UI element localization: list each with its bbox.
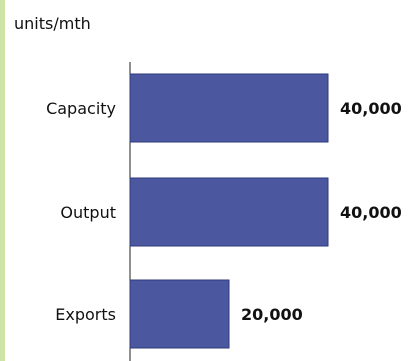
category-label-capacity: Capacity <box>46 99 116 118</box>
accent-stripe <box>0 0 5 361</box>
value-label-exports: 20,000 <box>241 305 303 324</box>
value-label-capacity: 40,000 <box>340 99 402 118</box>
bar-exports <box>129 279 230 349</box>
value-label-output: 40,000 <box>340 203 402 222</box>
bar-output <box>129 177 329 247</box>
unit-label: units/mth <box>14 14 91 33</box>
category-label-exports: Exports <box>55 305 116 324</box>
bar-capacity <box>129 73 329 143</box>
category-label-output: Output <box>60 203 116 222</box>
